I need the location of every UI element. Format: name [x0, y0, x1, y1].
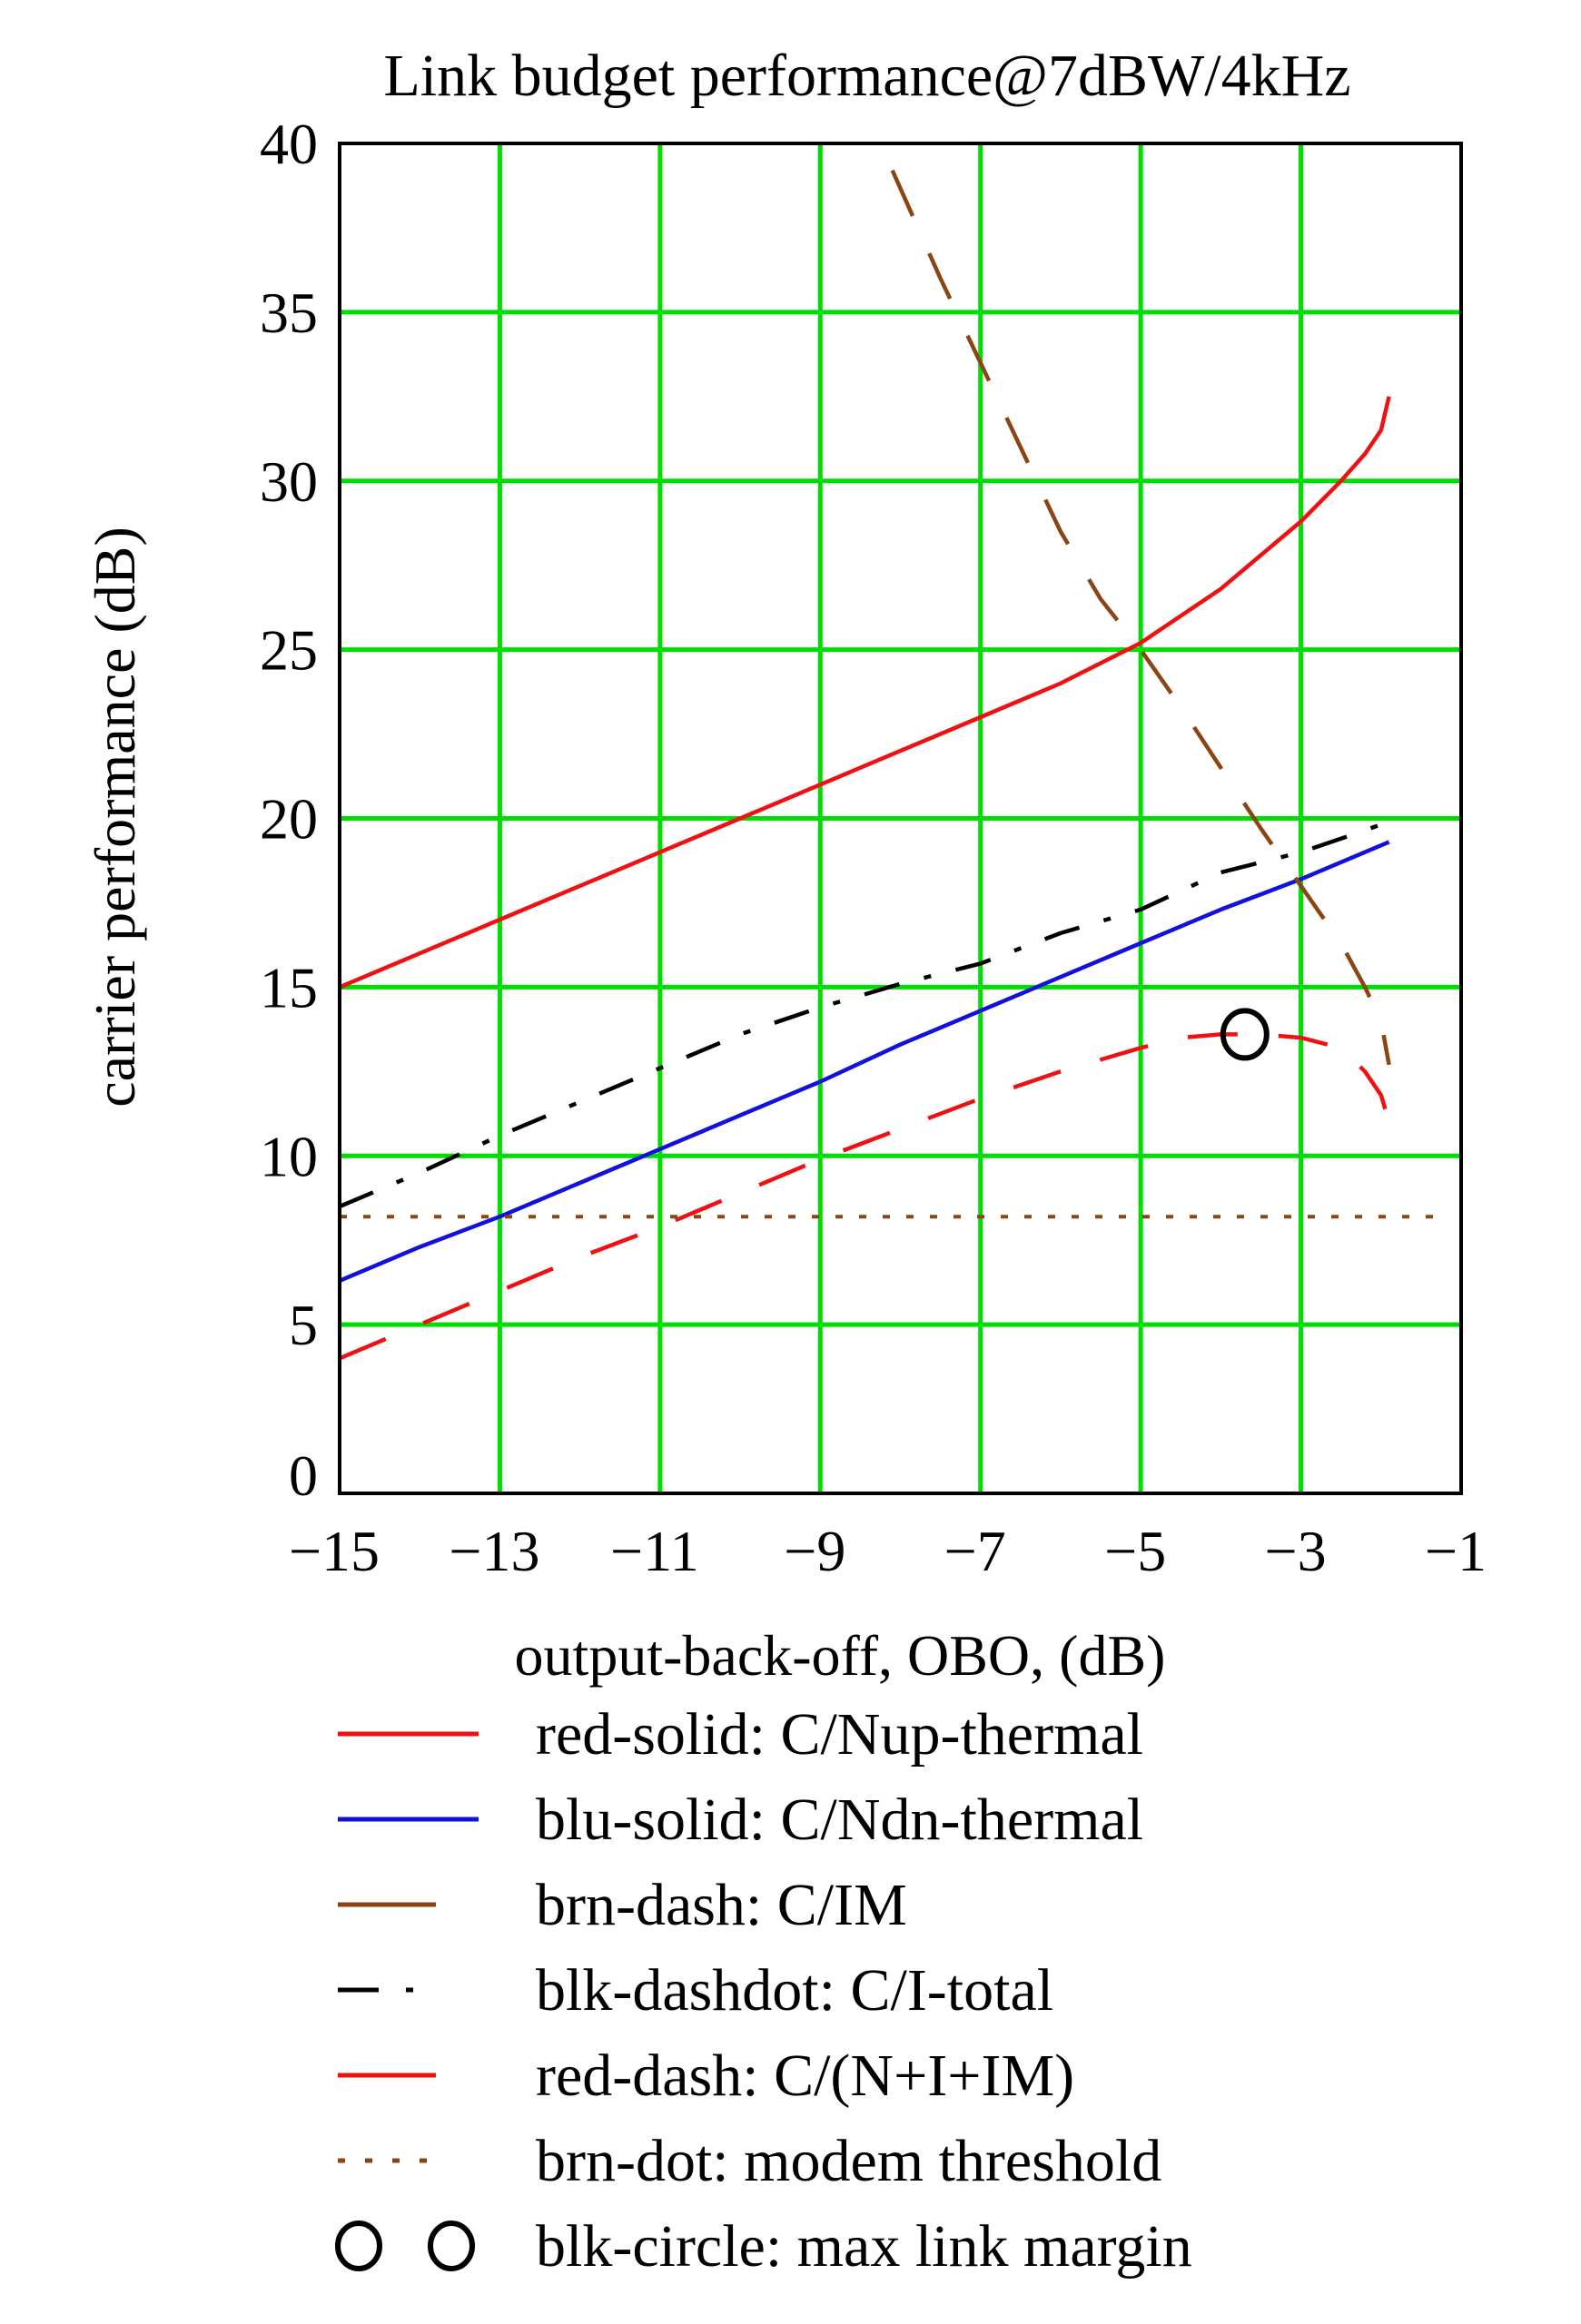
legend-label-blk-circle: blk-circle: max link margin [536, 2213, 1192, 2280]
x-tick-label: −15 [289, 1519, 380, 1583]
x-tick-label: −3 [1265, 1519, 1327, 1583]
y-axis-ticks: 0 5 10 15 20 25 30 35 40 [260, 112, 318, 1508]
x-tick-label: −11 [610, 1519, 699, 1583]
x-tick-label: −5 [1104, 1519, 1166, 1583]
legend-swatch-blk-circle-2 [428, 2221, 475, 2271]
grid-lines [340, 143, 1461, 1493]
series-line-red-solid [339, 396, 1391, 990]
chart-title: Link budget performance@7dBW/4kHz [383, 43, 1350, 109]
y-tick-label: 20 [260, 787, 318, 852]
series-line-brn-dash [890, 169, 1391, 1066]
legend: red-solid: C/Nup-thermal blu-solid: C/Ndn… [335, 1701, 1192, 2280]
legend-label-brn-dot: brn-dot: modem threshold [536, 2128, 1161, 2194]
y-tick-label: 15 [260, 955, 318, 1019]
legend-label-red-dash: red-dash: C/(N+I+IM) [536, 2043, 1074, 2109]
x-tick-label: −9 [784, 1519, 845, 1583]
x-tick-label: −1 [1425, 1519, 1487, 1583]
series-line-red-dash [339, 1032, 1391, 1361]
x-axis-label: output-back-off, OBO, (dB) [515, 1623, 1166, 1688]
y-tick-label: 5 [289, 1293, 318, 1357]
y-tick-label: 10 [260, 1124, 318, 1188]
y-tick-label: 25 [260, 618, 318, 683]
legend-label-blu-solid: blu-solid: C/Ndn-thermal [536, 1787, 1143, 1853]
series-line-blu-solid [339, 840, 1390, 1283]
x-tick-label: −13 [449, 1519, 539, 1583]
legend-label-blk-dashdot: blk-dashdot: C/I-total [536, 1957, 1053, 2024]
marker-blk-circle [1220, 1008, 1270, 1061]
y-axis-label: carrier performance (dB) [83, 527, 147, 1108]
series-lines [339, 169, 1446, 1361]
data-markers [1220, 1008, 1270, 1061]
x-tick-label: −7 [944, 1519, 1006, 1583]
plot-area-frame [338, 142, 1463, 1495]
legend-label-red-solid: red-solid: C/Nup-thermal [536, 1701, 1143, 1768]
x-axis-ticks: −15 −13 −11 −9 −7 −5 −3 −1 [289, 1519, 1487, 1583]
legend-swatch-blk-circle [335, 2221, 382, 2271]
series-line-blk-dashdot [339, 820, 1390, 1209]
legend-label-brn-dash: brn-dash: C/IM [536, 1872, 907, 1938]
y-tick-label: 35 [260, 281, 318, 345]
y-tick-label: 30 [260, 449, 318, 514]
y-tick-label: 40 [260, 112, 318, 176]
y-tick-label: 0 [289, 1443, 318, 1508]
